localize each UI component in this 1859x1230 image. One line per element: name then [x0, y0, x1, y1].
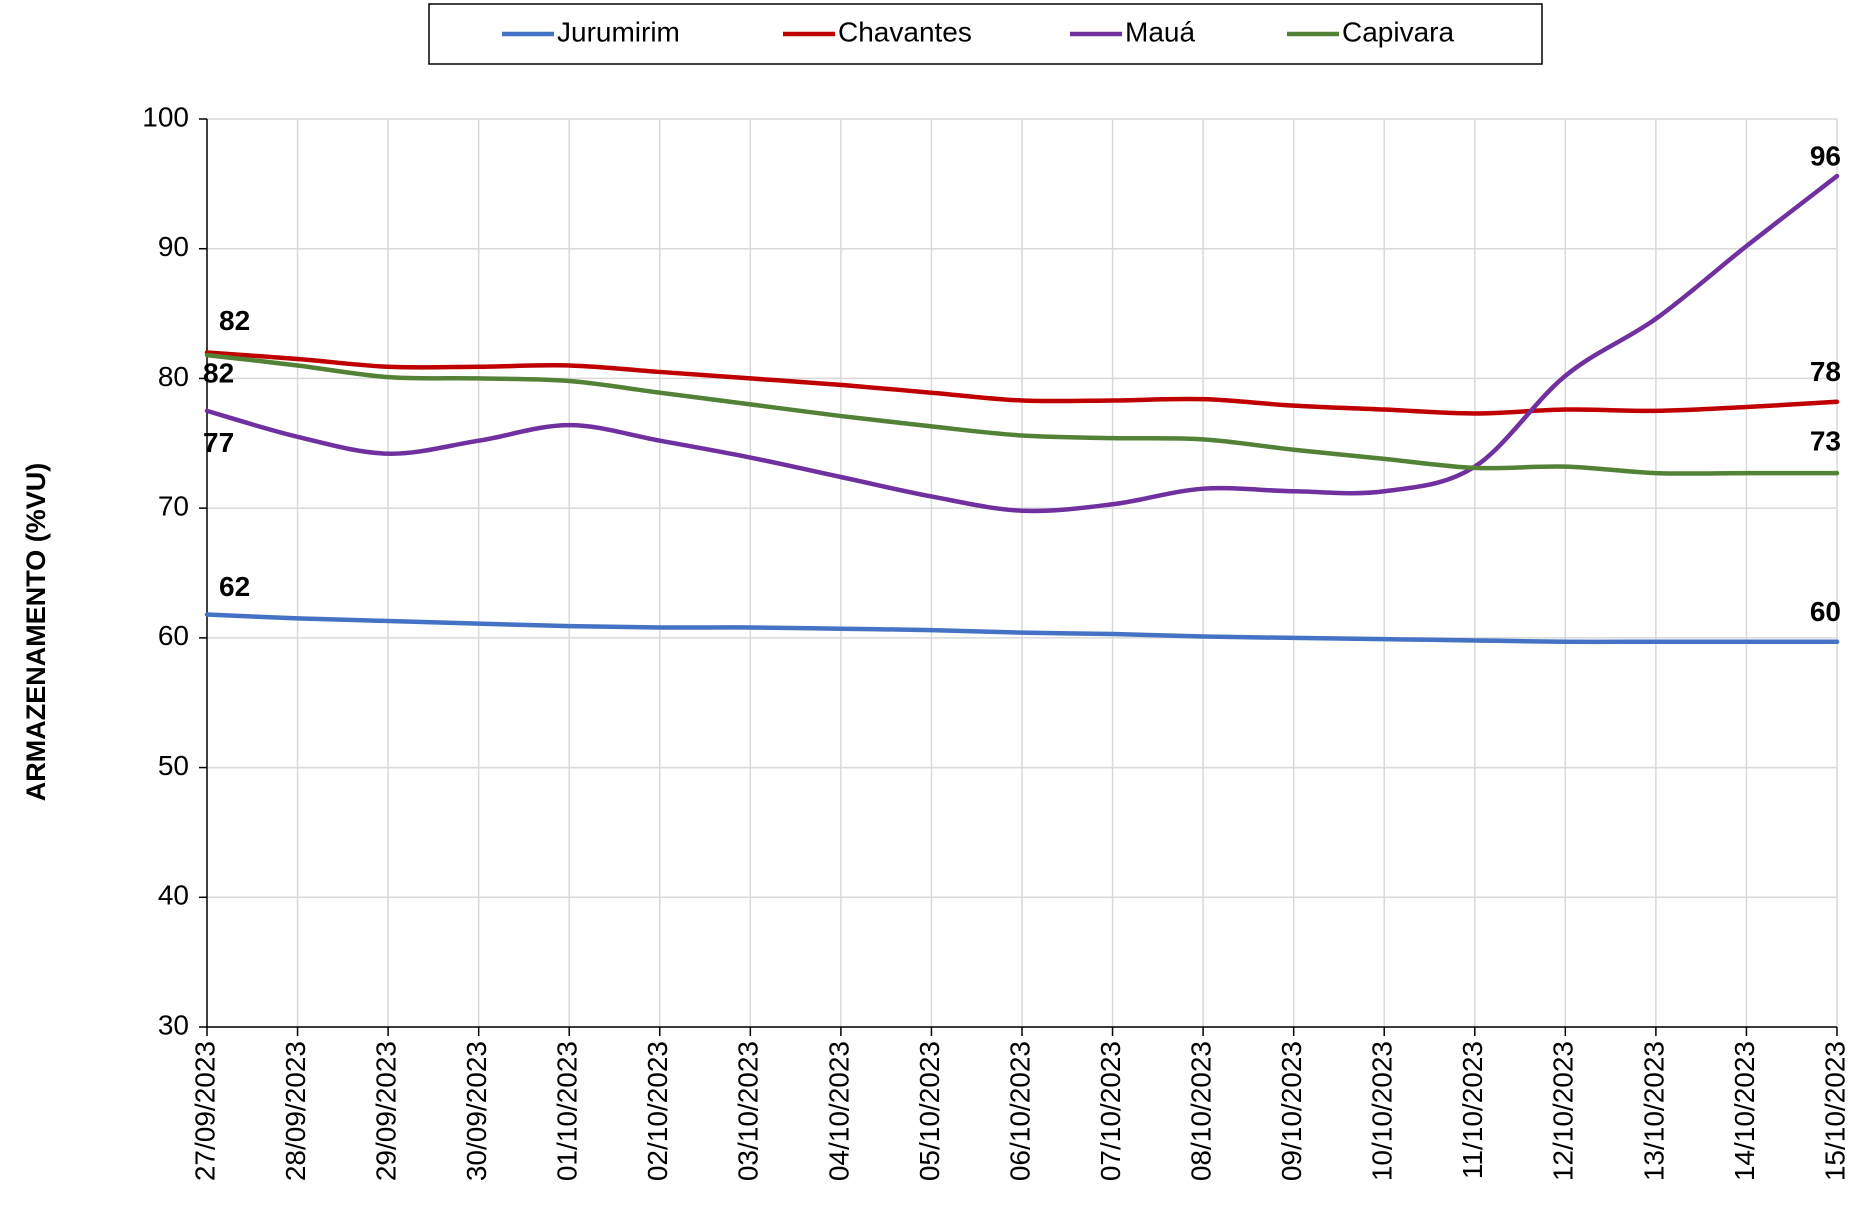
x-tick-label: 15/10/2023 [1819, 1041, 1850, 1181]
y-tick-label: 30 [158, 1009, 189, 1040]
legend-label: Capivara [1342, 16, 1454, 47]
data-label: 77 [203, 427, 234, 458]
legend-label: Jurumirim [557, 16, 680, 47]
x-tick-label: 10/10/2023 [1367, 1041, 1398, 1181]
x-tick-label: 09/10/2023 [1276, 1041, 1307, 1181]
data-label: 73 [1810, 426, 1841, 457]
data-label: 60 [1810, 596, 1841, 627]
x-tick-label: 28/09/2023 [280, 1041, 311, 1181]
x-tick-label: 27/09/2023 [189, 1041, 220, 1181]
series-line [204, 352, 1840, 476]
x-tick-label: 11/10/2023 [1457, 1041, 1488, 1179]
data-label: 82 [203, 357, 234, 388]
x-tick-label: 03/10/2023 [733, 1041, 764, 1181]
y-tick-label: 80 [158, 361, 189, 392]
series-line [204, 612, 1840, 645]
data-label: 82 [219, 305, 250, 336]
y-tick-label: 40 [158, 880, 189, 911]
y-tick-label: 70 [158, 491, 189, 522]
x-tick-label: 05/10/2023 [914, 1041, 945, 1181]
x-tick-label: 12/10/2023 [1548, 1041, 1579, 1181]
data-label: 96 [1810, 140, 1841, 171]
legend-label: Mauá [1125, 16, 1195, 47]
x-tick-label: 01/10/2023 [552, 1041, 583, 1181]
x-tick-label: 07/10/2023 [1095, 1041, 1126, 1181]
data-label: 62 [219, 571, 250, 602]
legend-label: Chavantes [838, 16, 972, 47]
y-tick-label: 90 [158, 231, 189, 262]
series-line [204, 350, 1840, 416]
x-tick-label: 29/09/2023 [371, 1041, 402, 1181]
x-tick-label: 30/09/2023 [461, 1041, 492, 1181]
x-tick-label: 06/10/2023 [1004, 1041, 1035, 1181]
x-tick-label: 08/10/2023 [1186, 1041, 1217, 1181]
y-tick-label: 100 [142, 101, 189, 132]
y-axis-title: ARMAZENAMENTO (%VU) [21, 463, 51, 802]
x-tick-label: 02/10/2023 [642, 1041, 673, 1181]
x-tick-label: 13/10/2023 [1638, 1041, 1669, 1181]
y-tick-label: 50 [158, 750, 189, 781]
x-tick-label: 04/10/2023 [823, 1041, 854, 1181]
data-label: 78 [1810, 356, 1841, 387]
legend-box [428, 3, 1543, 65]
x-tick-label: 14/10/2023 [1729, 1041, 1760, 1181]
y-tick-label: 60 [158, 620, 189, 651]
series-line [204, 173, 1840, 514]
